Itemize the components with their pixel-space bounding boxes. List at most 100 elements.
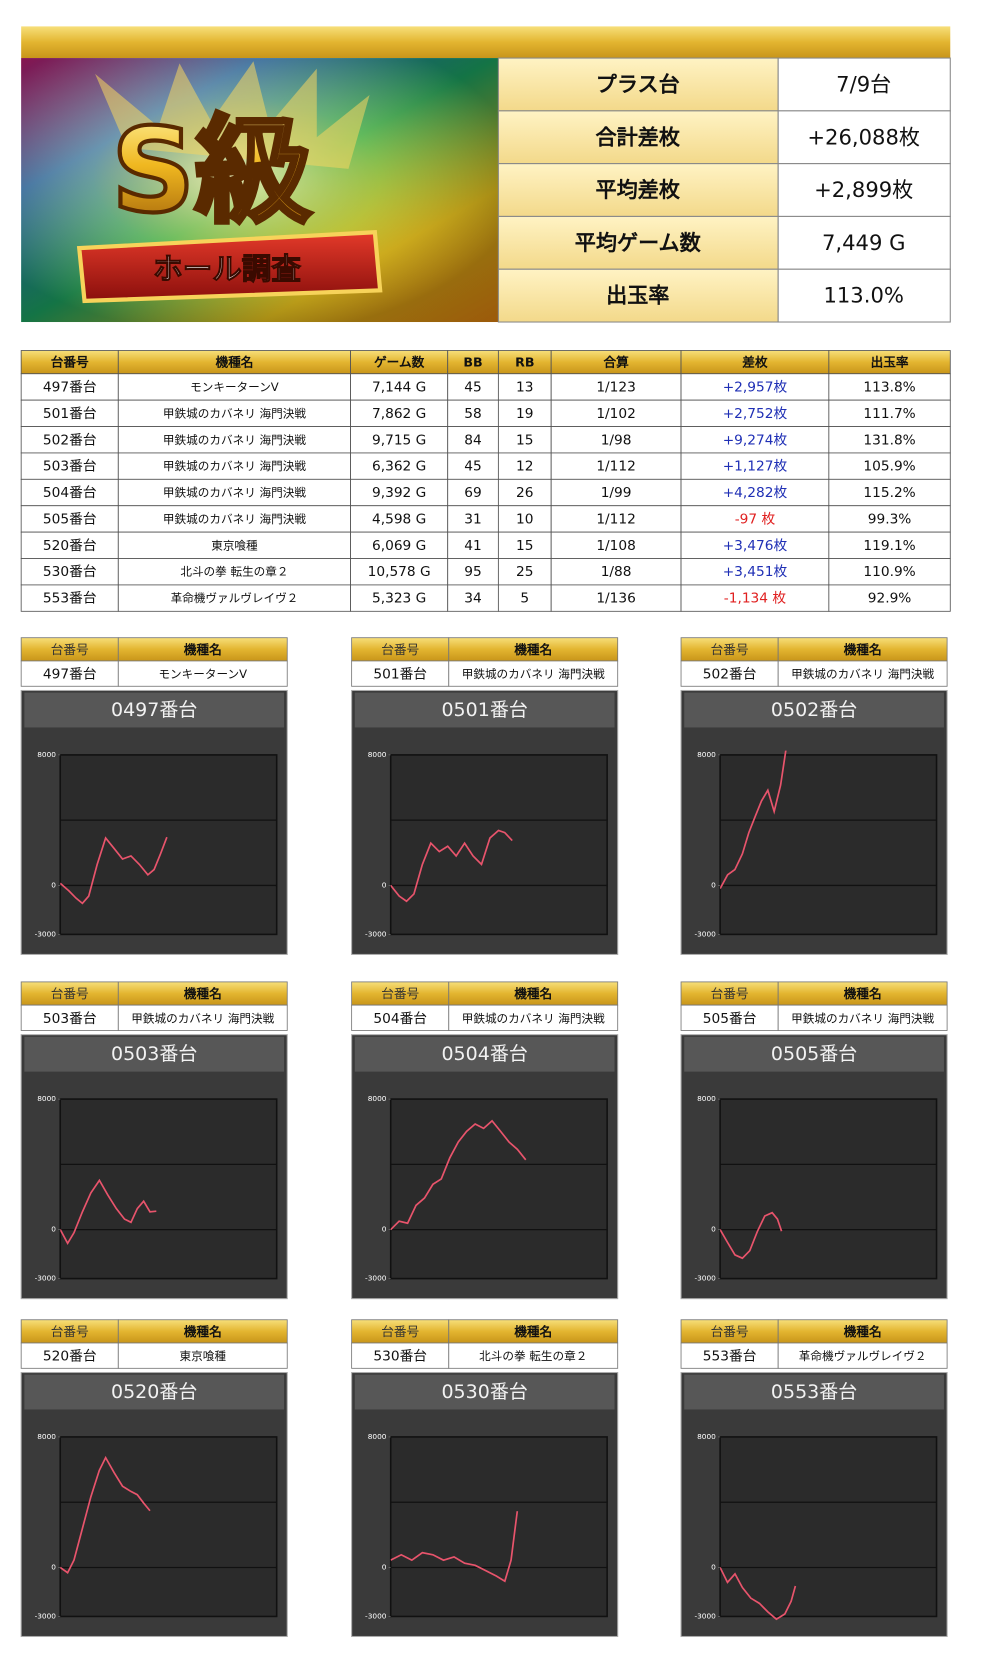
y-tick-label: 8000 (37, 1094, 56, 1103)
chart-title: 0497番台 (111, 699, 197, 721)
table-cell (680, 584, 830, 612)
panel-value-cell (680, 1342, 779, 1369)
y-tick-label: 0 (382, 880, 387, 889)
chart-title: 0502番台 (771, 699, 857, 721)
table-cell (350, 373, 449, 401)
y-tick-label: 8000 (368, 1094, 387, 1103)
table-value: -97 枚 (735, 511, 776, 527)
table-value: +3,451枚 (723, 564, 788, 580)
table-value: 99.3% (868, 511, 912, 527)
table-value: 115.2% (863, 485, 915, 501)
panel-header: 機種名 (514, 1324, 552, 1339)
table-value: 69 (464, 485, 481, 501)
machine-name: 東京喰種 (180, 1349, 227, 1363)
panel-header: 台番号 (711, 1324, 749, 1339)
summary-label-cell (497, 163, 779, 217)
table-value: 502番台 (43, 432, 97, 448)
y-tick-label: -3000 (694, 1611, 716, 1620)
table-value: +2,957枚 (723, 379, 788, 395)
plot-area (389, 1098, 608, 1280)
table-cell (20, 399, 119, 427)
plot-area (719, 1436, 938, 1618)
summary-label: 合計差枚 (596, 124, 681, 149)
panel-value-cell (351, 1004, 450, 1031)
chart-title-bar (24, 1036, 285, 1072)
table-header: RB (515, 355, 534, 370)
panel-value-cell (448, 660, 619, 687)
y-tick-label: 8000 (697, 1094, 716, 1103)
table-cell (117, 373, 352, 401)
table-cell (117, 426, 352, 454)
y-tick-label: -3000 (365, 1611, 387, 1620)
panel-value-cell (777, 1342, 948, 1369)
y-tick-label: 0 (382, 1562, 387, 1571)
table-cell (680, 452, 830, 480)
table-cell (20, 584, 119, 612)
table-value: 10,578 G (368, 564, 431, 580)
table-value: 503番台 (43, 459, 97, 475)
panel-header: 台番号 (381, 1324, 419, 1339)
table-value: 45 (464, 379, 481, 395)
panel-value-cell (351, 660, 450, 687)
summary-label: プラス台 (596, 72, 680, 97)
summary-label: 平均ゲーム数 (575, 230, 702, 255)
panel-header: 台番号 (51, 1324, 89, 1339)
y-tick-label: -3000 (694, 1274, 716, 1283)
machine-name: モンキーターンV (158, 667, 247, 681)
top-bar (21, 26, 951, 59)
y-tick-label: 0 (51, 1225, 56, 1234)
table-value: 1/123 (596, 379, 636, 395)
machine-number: 497番台 (43, 667, 97, 683)
table-value: 26 (516, 485, 533, 501)
table-value: +2,752枚 (723, 406, 788, 422)
table-value: 1/108 (596, 538, 636, 554)
table-cell (20, 505, 119, 533)
table-cell (680, 558, 830, 586)
panel-value-cell (448, 1342, 619, 1369)
table-value: 5,323 G (372, 591, 426, 607)
table-value: 501番台 (43, 406, 97, 422)
table-cell (350, 399, 449, 427)
panel-header: 台番号 (51, 642, 89, 657)
chart-title-bar (24, 1374, 285, 1410)
machine-name: 甲鉄城のカバネリ 海門決戦 (791, 1011, 934, 1025)
panel-value-cell (777, 1004, 948, 1031)
data-line (60, 836, 168, 905)
table-value: 19 (516, 406, 533, 422)
table-value: 1/98 (601, 432, 632, 448)
panel-header: 台番号 (381, 986, 419, 1001)
panel-header: 台番号 (711, 986, 749, 1001)
chart-title-bar (684, 692, 944, 728)
table-cell (447, 558, 499, 586)
panel-value-cell (777, 660, 948, 687)
table-cell (828, 584, 951, 612)
table-cell (550, 505, 682, 533)
panel-value-cell (117, 1342, 288, 1369)
table-cell (828, 452, 951, 480)
table-value: 甲鉄城のカバネリ 海門決戦 (163, 512, 306, 526)
panel-header: 機種名 (514, 986, 552, 1001)
y-tick-label: -3000 (35, 1611, 57, 1620)
panel-value-cell (680, 1004, 779, 1031)
table-cell (828, 505, 951, 533)
table-header: ゲーム数 (374, 355, 425, 370)
table-value: 58 (464, 406, 481, 422)
table-value: +3,476枚 (723, 538, 788, 554)
table-cell (550, 426, 682, 454)
chart-title-bar (354, 1036, 615, 1072)
summary-value: +2,899枚 (814, 177, 913, 202)
summary-label-cell (497, 268, 779, 323)
table-value: 甲鉄城のカバネリ 海門決戦 (163, 406, 306, 420)
table-cell (20, 426, 119, 454)
machine-number: 503番台 (43, 1011, 97, 1027)
table-value: 105.9% (863, 459, 915, 475)
y-tick-label: 8000 (368, 750, 387, 759)
machine-number: 530番台 (373, 1349, 427, 1365)
chart-title: 0501番台 (441, 699, 527, 721)
summary-label: 平均差枚 (596, 177, 681, 202)
table-cell (117, 505, 352, 533)
summary-value: +26,088枚 (807, 124, 920, 149)
table-value: 13 (516, 379, 533, 395)
